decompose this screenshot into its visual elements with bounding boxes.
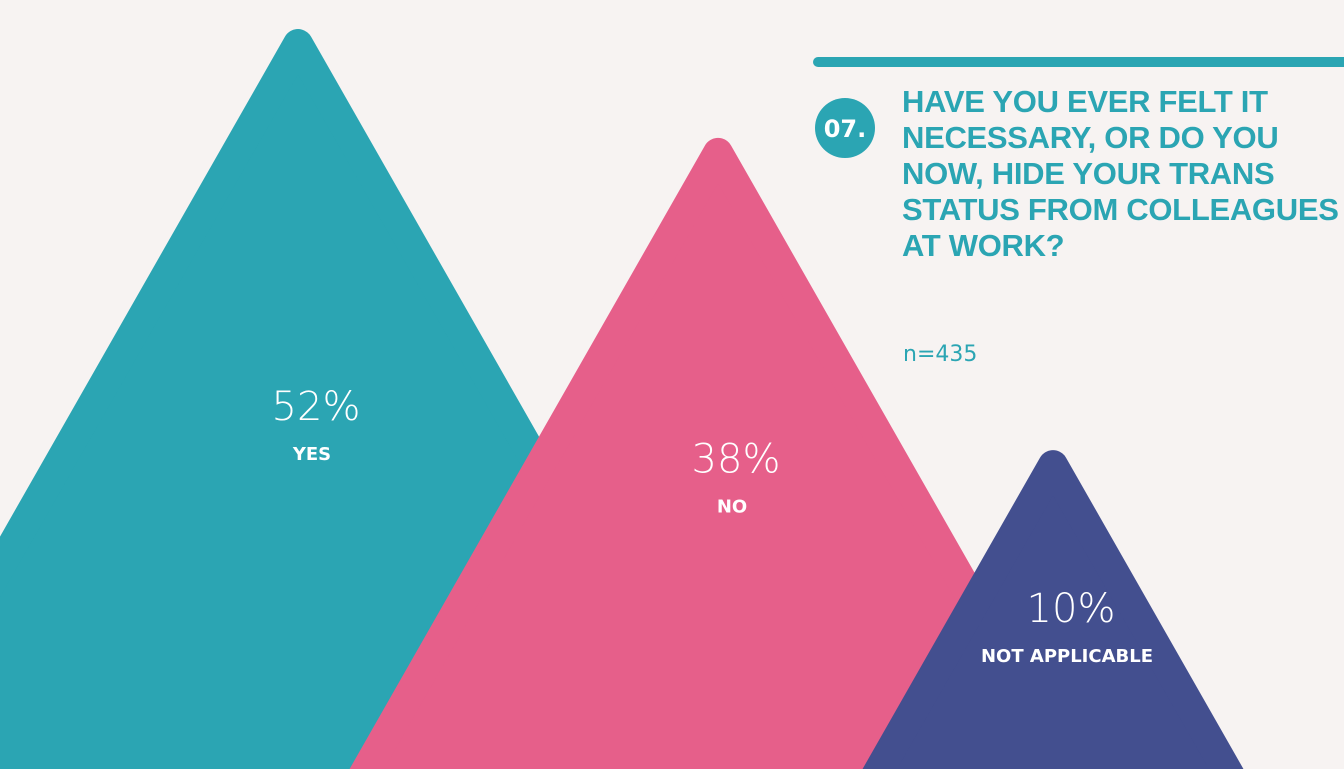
category-label: NO <box>717 496 747 517</box>
chart-title: HAVE YOU EVER FELT IT NECESSARY, OR DO Y… <box>902 84 1339 263</box>
triangle <box>862 450 1244 769</box>
chart-subtitle: n=435 <box>903 342 978 367</box>
triangle <box>349 137 1087 769</box>
value-label: 52% <box>272 384 361 430</box>
value-label: 38% <box>692 436 781 482</box>
badge: 07. <box>824 115 867 143</box>
category-label: YES <box>292 444 331 465</box>
category-label: NOT APPLICABLE <box>981 646 1153 667</box>
value-label: 10% <box>1027 586 1116 632</box>
badge-circle <box>815 98 875 158</box>
